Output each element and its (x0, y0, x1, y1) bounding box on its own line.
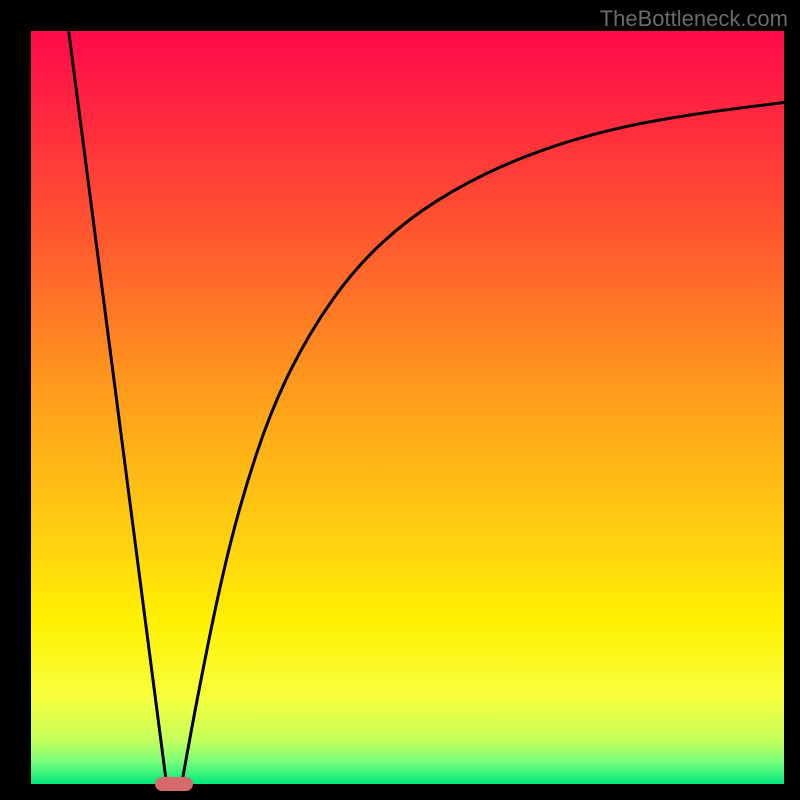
chart-container: TheBottleneck.com (0, 0, 800, 800)
watermark-text: TheBottleneck.com (600, 6, 788, 32)
bottleneck-curve (69, 31, 784, 784)
min-marker (155, 777, 193, 791)
curve-svg (31, 31, 784, 784)
plot-area (31, 31, 784, 784)
